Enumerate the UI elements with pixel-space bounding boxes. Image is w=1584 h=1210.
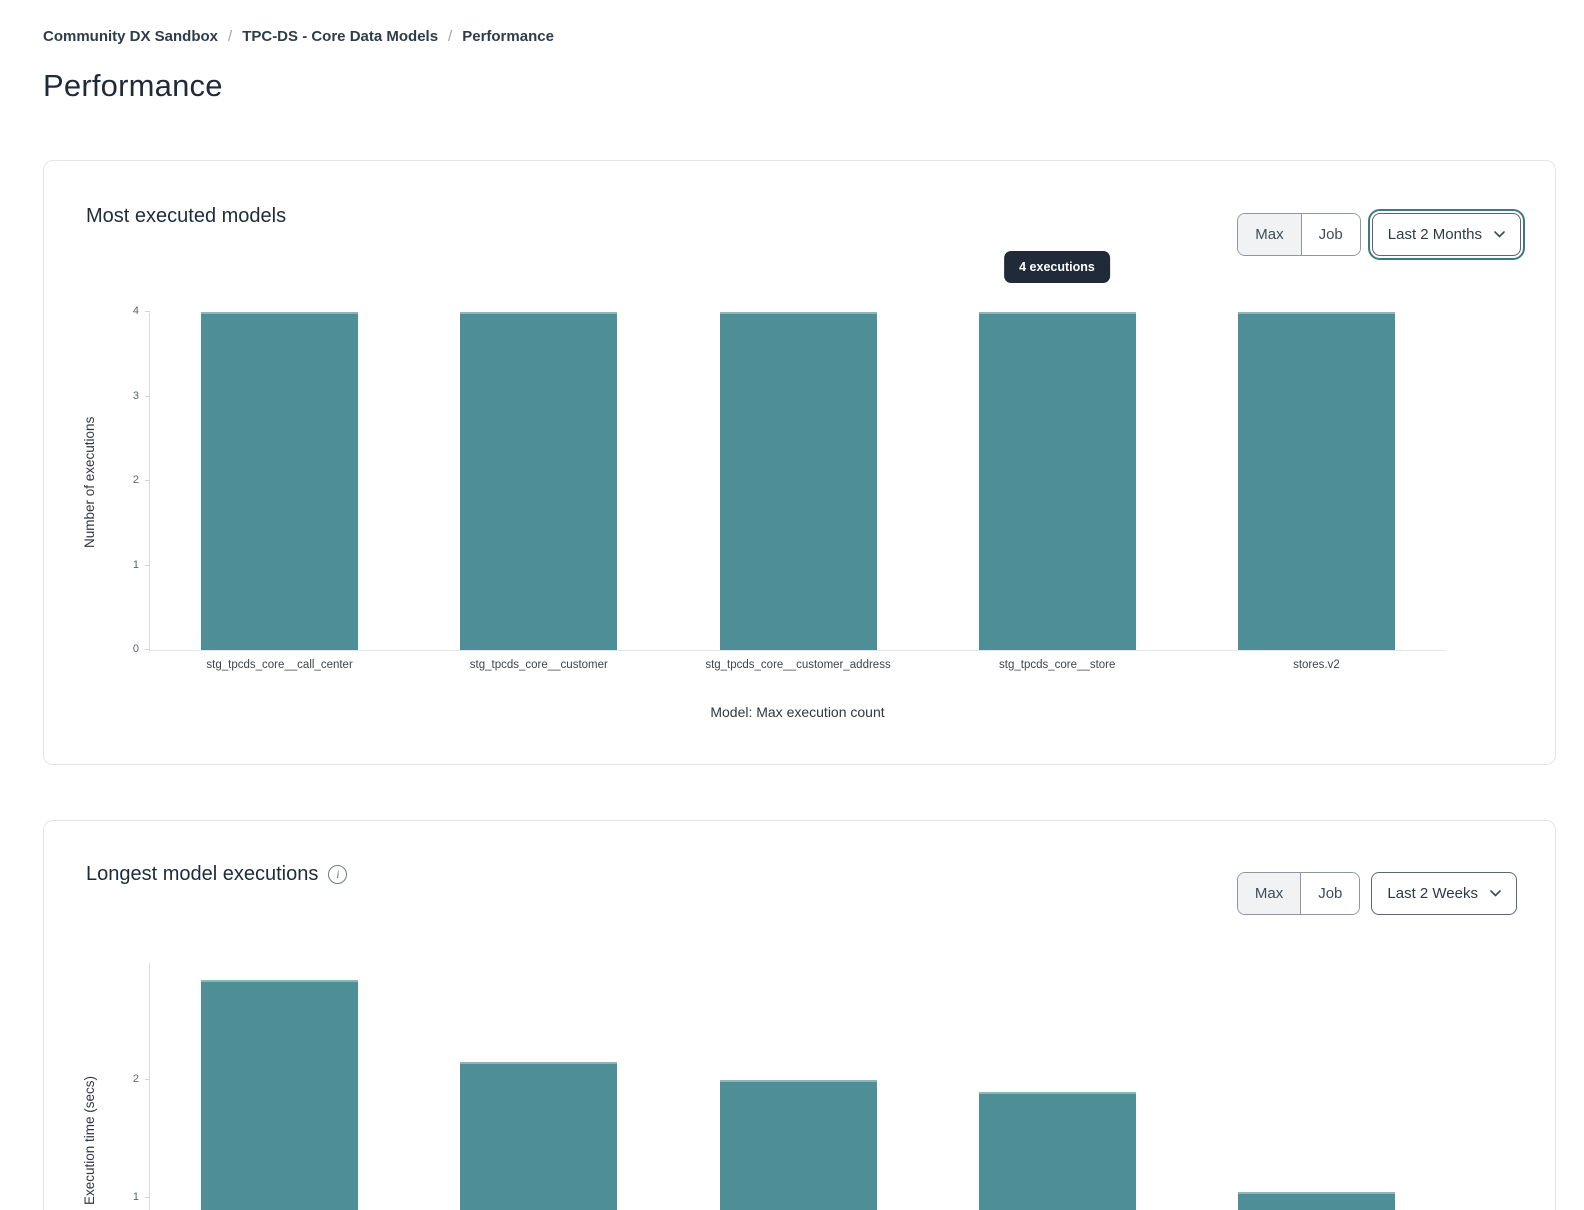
max-toggle-button[interactable]: Max	[1238, 214, 1302, 255]
longest-model-executions-card: Longest model executions i Max Job Last …	[43, 820, 1556, 1210]
y-tick-mark	[145, 649, 150, 650]
bar-slot	[150, 963, 409, 1210]
chevron-down-icon	[1494, 231, 1505, 238]
y-tick-mark	[145, 480, 150, 481]
bar[interactable]	[719, 1080, 877, 1210]
bar[interactable]	[201, 979, 359, 1210]
bar-slot: stores.v2	[1187, 312, 1446, 671]
job-toggle-button[interactable]: Job	[1301, 873, 1360, 914]
chart-controls: Max Job Last 2 Weeks	[1236, 872, 1517, 915]
y-axis-title: Number of executions	[82, 416, 97, 548]
y-tick-mark	[145, 1197, 150, 1198]
chart-tooltip: 4 executions	[1004, 251, 1110, 283]
job-toggle-button[interactable]: Job	[1301, 214, 1360, 255]
y-tick-label: 1	[132, 558, 139, 571]
most-executed-models-card: Most executed models Max Job Last 2 Mont…	[43, 160, 1556, 765]
info-icon[interactable]: i	[328, 865, 348, 884]
y-tick-mark	[145, 395, 150, 397]
bar-slot	[409, 963, 668, 1210]
y-tick-mark	[145, 564, 150, 566]
x-axis-title: Model: Max execution count	[710, 704, 885, 720]
breadcrumb: Community DX Sandbox / TPC-DS - Core Dat…	[43, 28, 554, 45]
y-tick-label: 1	[132, 1191, 139, 1203]
max-job-toggle: Max Job	[1236, 872, 1361, 915]
x-category-label: stg_tpcds_core__call_center	[206, 659, 353, 671]
y-tick-label: 2	[132, 474, 139, 486]
bar[interactable]	[460, 1062, 618, 1210]
y-axis-title: Execution time (secs)	[82, 1075, 97, 1205]
bar[interactable]	[201, 312, 359, 650]
breadcrumb-item-current: Performance	[462, 28, 554, 45]
card-title-longest-executions: Longest model executions i	[86, 863, 348, 886]
bar[interactable]	[1237, 1192, 1395, 1210]
time-range-value: Last 2 Weeks	[1387, 885, 1478, 902]
time-range-dropdown[interactable]: Last 2 Months	[1367, 209, 1526, 260]
breadcrumb-item-environment[interactable]: TPC-DS - Core Data Models	[242, 28, 439, 45]
chart-controls: Max Job Last 2 Months	[1237, 209, 1526, 260]
bar-slot	[1187, 963, 1446, 1210]
most-executed-chart: stg_tpcds_core__call_center stg_tpcds_cor…	[133, 306, 1446, 671]
y-tick-label: 4	[132, 305, 139, 317]
x-category-label: stg_tpcds_core__customer	[469, 659, 608, 671]
bar-slot: stg_tpcds_core__store	[928, 312, 1187, 671]
bar-slot: stg_tpcds_core__call_center	[150, 312, 409, 671]
bar-row	[150, 963, 1446, 1210]
breadcrumb-separator: /	[228, 28, 233, 45]
y-tick-label: 3	[132, 389, 139, 402]
max-job-toggle: Max Job	[1237, 213, 1361, 256]
bar[interactable]	[978, 312, 1136, 650]
x-category-label: stg_tpcds_core__customer_address	[705, 659, 891, 671]
card-title-text: Longest model executions	[86, 863, 319, 885]
y-tick-label: 2	[132, 1073, 139, 1085]
bar-slot	[928, 963, 1187, 1210]
time-range-value: Last 2 Months	[1387, 226, 1482, 243]
y-tick-label: 0	[132, 643, 139, 655]
bar[interactable]	[978, 1091, 1136, 1210]
max-toggle-button[interactable]: Max	[1237, 873, 1302, 914]
chevron-down-icon	[1490, 890, 1501, 897]
bar-slot	[668, 963, 927, 1210]
x-category-label: stores.v2	[1293, 659, 1340, 671]
bar[interactable]	[719, 312, 877, 650]
bar-slot: stg_tpcds_core__customer	[409, 312, 668, 671]
card-title-most-executed: Most executed models	[86, 205, 286, 228]
time-range-dropdown[interactable]: Last 2 Weeks	[1371, 872, 1517, 915]
bar-row: stg_tpcds_core__call_center stg_tpcds_cor…	[150, 312, 1446, 671]
x-category-label: stg_tpcds_core__store	[999, 659, 1116, 671]
bar[interactable]	[1237, 312, 1395, 650]
breadcrumb-item-project[interactable]: Community DX Sandbox	[43, 28, 219, 45]
y-tick-mark	[145, 1079, 150, 1080]
page-title: Performance	[43, 68, 223, 103]
y-tick-mark	[145, 311, 150, 312]
card-title-text: Most executed models	[86, 205, 287, 227]
breadcrumb-separator: /	[448, 28, 453, 45]
bar-slot: stg_tpcds_core__customer_address	[668, 312, 927, 671]
bar[interactable]	[460, 312, 618, 650]
